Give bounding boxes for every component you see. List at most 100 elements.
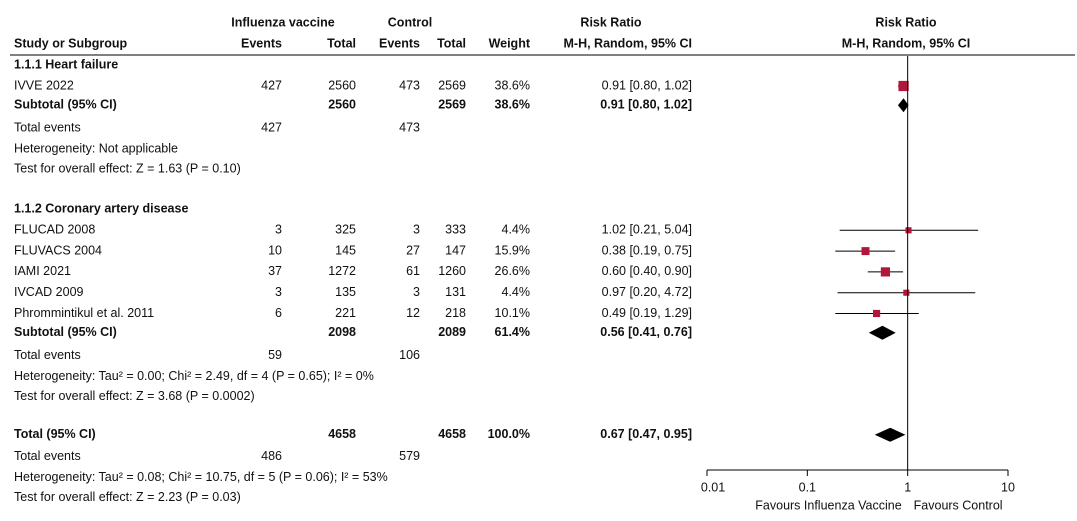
x-tick-label: 0.1 — [799, 480, 816, 494]
heterogeneity: Heterogeneity: Tau² = 0.08; Chi² = 10.75… — [14, 470, 388, 484]
cell: 0.49 [0.19, 1.29] — [602, 306, 692, 320]
header: Control — [388, 15, 432, 29]
cell: 2560 — [328, 78, 356, 92]
cell: 3 — [275, 285, 282, 299]
cell: 59 — [268, 348, 282, 362]
cell: 37 — [268, 264, 282, 278]
heterogeneity: Heterogeneity: Tau² = 0.00; Chi² = 2.49,… — [14, 369, 374, 383]
cell: 10.1% — [495, 306, 530, 320]
cell: 579 — [399, 449, 420, 463]
group-title: 1.1.2 Coronary artery disease — [14, 202, 188, 216]
header: Total — [327, 36, 356, 50]
cell: 1260 — [438, 264, 466, 278]
cell: 61 — [406, 264, 420, 278]
subtotal-label: Subtotal (95% CI) — [14, 98, 117, 112]
cell: 4658 — [328, 427, 356, 441]
cell: 473 — [399, 121, 420, 135]
header: M-H, Random, 95% CI — [842, 36, 971, 50]
cell: 27 — [406, 243, 420, 257]
heterogeneity: Heterogeneity: Not applicable — [14, 142, 178, 156]
total-events-label: Total events — [14, 348, 81, 362]
effect-marker — [861, 247, 870, 256]
cell: 0.38 [0.19, 0.75] — [602, 243, 692, 257]
cell: 135 — [335, 285, 356, 299]
cell: 100.0% — [488, 427, 530, 441]
header: Influenza vaccine — [231, 15, 335, 29]
effect-marker — [898, 80, 909, 92]
cell: 15.9% — [495, 243, 530, 257]
cell: 26.6% — [495, 264, 530, 278]
cell: 4658 — [438, 427, 466, 441]
cell: 1.02 [0.21, 5.04] — [602, 223, 692, 237]
cell: 10 — [268, 243, 282, 257]
cell: 2569 — [438, 78, 466, 92]
cell: 0.56 [0.41, 0.76] — [600, 325, 692, 339]
cell: 3 — [413, 285, 420, 299]
subtotal-label: Total (95% CI) — [14, 427, 96, 441]
cell: 333 — [445, 223, 466, 237]
cell: 131 — [445, 285, 466, 299]
overall-test: Test for overall effect: Z = 2.23 (P = 0… — [14, 490, 241, 504]
cell: 486 — [261, 449, 282, 463]
pooled-diamond — [874, 427, 906, 442]
header: Risk Ratio — [875, 15, 936, 29]
cell: 0.60 [0.40, 0.90] — [602, 264, 692, 278]
study-name: Phrommintikul et al. 2011 — [14, 306, 154, 320]
cell: 3 — [413, 223, 420, 237]
pooled-diamond — [868, 325, 896, 340]
x-tick-label: 10 — [1001, 480, 1015, 494]
cell: 427 — [261, 78, 282, 92]
x-tick-label: 0.01 — [701, 480, 725, 494]
cell: 218 — [445, 306, 466, 320]
study-name: IVCAD 2009 — [14, 285, 84, 299]
cell: 6 — [275, 306, 282, 320]
header: Events — [379, 36, 420, 50]
cell: 12 — [406, 306, 420, 320]
total-events-label: Total events — [14, 449, 81, 463]
cell: 0.97 [0.20, 4.72] — [602, 285, 692, 299]
header: Risk Ratio — [580, 15, 641, 29]
study-name: IVVE 2022 — [14, 78, 74, 92]
study-name: IAMI 2021 — [14, 264, 71, 278]
cell: 427 — [261, 121, 282, 135]
cell: 4.4% — [502, 223, 531, 237]
header: Study or Subgroup — [14, 36, 128, 50]
header: Total — [437, 36, 466, 50]
cell: 0.67 [0.47, 0.95] — [600, 427, 692, 441]
group-title: 1.1.1 Heart failure — [14, 57, 118, 71]
header: M-H, Random, 95% CI — [564, 36, 693, 50]
cell: 3 — [275, 223, 282, 237]
header: Events — [241, 36, 282, 50]
total-events-label: Total events — [14, 121, 81, 135]
cell: 2569 — [438, 98, 466, 112]
favours-label: Favours Control — [914, 498, 1003, 512]
x-tick-label: 1 — [904, 480, 911, 494]
cell: 4.4% — [502, 285, 531, 299]
header: Weight — [489, 36, 531, 50]
cell: 38.6% — [495, 98, 530, 112]
effect-marker — [880, 267, 890, 277]
cell: 147 — [445, 243, 466, 257]
favours-label: Favours Influenza Vaccine — [755, 498, 901, 512]
effect-marker — [903, 289, 910, 296]
cell: 473 — [399, 78, 420, 92]
effect-marker — [905, 227, 912, 234]
cell: 2560 — [328, 98, 356, 112]
cell: 1272 — [328, 264, 356, 278]
cell: 2089 — [438, 325, 466, 339]
cell: 0.91 [0.80, 1.02] — [602, 78, 692, 92]
subtotal-label: Subtotal (95% CI) — [14, 325, 117, 339]
cell: 0.91 [0.80, 1.02] — [600, 98, 692, 112]
study-name: FLUCAD 2008 — [14, 223, 95, 237]
effect-marker — [872, 309, 881, 318]
cell: 106 — [399, 348, 420, 362]
pooled-diamond — [897, 98, 909, 113]
cell: 2098 — [328, 325, 356, 339]
cell: 325 — [335, 223, 356, 237]
cell: 145 — [335, 243, 356, 257]
cell: 61.4% — [495, 325, 530, 339]
cell: 38.6% — [495, 78, 530, 92]
overall-test: Test for overall effect: Z = 3.68 (P = 0… — [14, 389, 255, 403]
overall-test: Test for overall effect: Z = 1.63 (P = 0… — [14, 162, 241, 176]
